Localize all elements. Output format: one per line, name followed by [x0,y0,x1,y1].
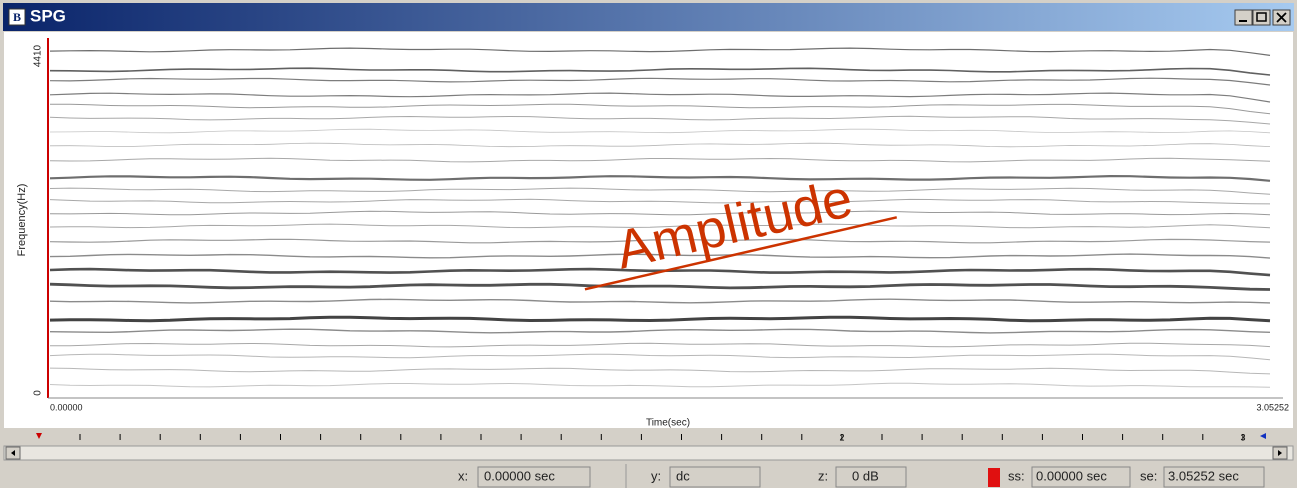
x-value: 0.00000 sec [484,468,555,483]
icon-letter: B [13,10,21,24]
status-indicator [988,468,1000,487]
y-axis-label: Frequency(Hz) [16,184,28,257]
x-axis-label: Time(sec) [646,418,690,429]
ruler-label: 3 [1240,432,1245,442]
scrollbar[interactable] [4,446,1293,460]
y-label: y: [651,468,661,483]
ruler-label: 2 [839,432,844,442]
page: B SPG Frequency(Hz) 4410 0 0.00000 3.052… [0,0,1297,488]
x-end-label: 3.05252 [1256,402,1289,412]
ss-value: 0.00000 sec [1036,468,1107,483]
window: B SPG Frequency(Hz) 4410 0 0.00000 3.052… [0,0,1297,488]
ruler [4,430,1293,444]
x-start-label: 0.00000 [50,402,83,412]
window-title: SPG [30,6,66,25]
title-bar [3,3,1294,31]
se-label: se: [1140,468,1157,483]
minimize-button[interactable] [1235,10,1252,25]
x-label: x: [458,468,468,483]
se-value: 3.05252 sec [1168,468,1239,483]
window-buttons [1235,10,1290,25]
y-value: dc [676,468,690,483]
z-label: z: [818,468,828,483]
y-min-label: 0 [33,390,44,396]
ss-label: ss: [1008,468,1025,483]
z-value: 0 dB [852,468,879,483]
y-max-label: 4410 [33,44,44,67]
